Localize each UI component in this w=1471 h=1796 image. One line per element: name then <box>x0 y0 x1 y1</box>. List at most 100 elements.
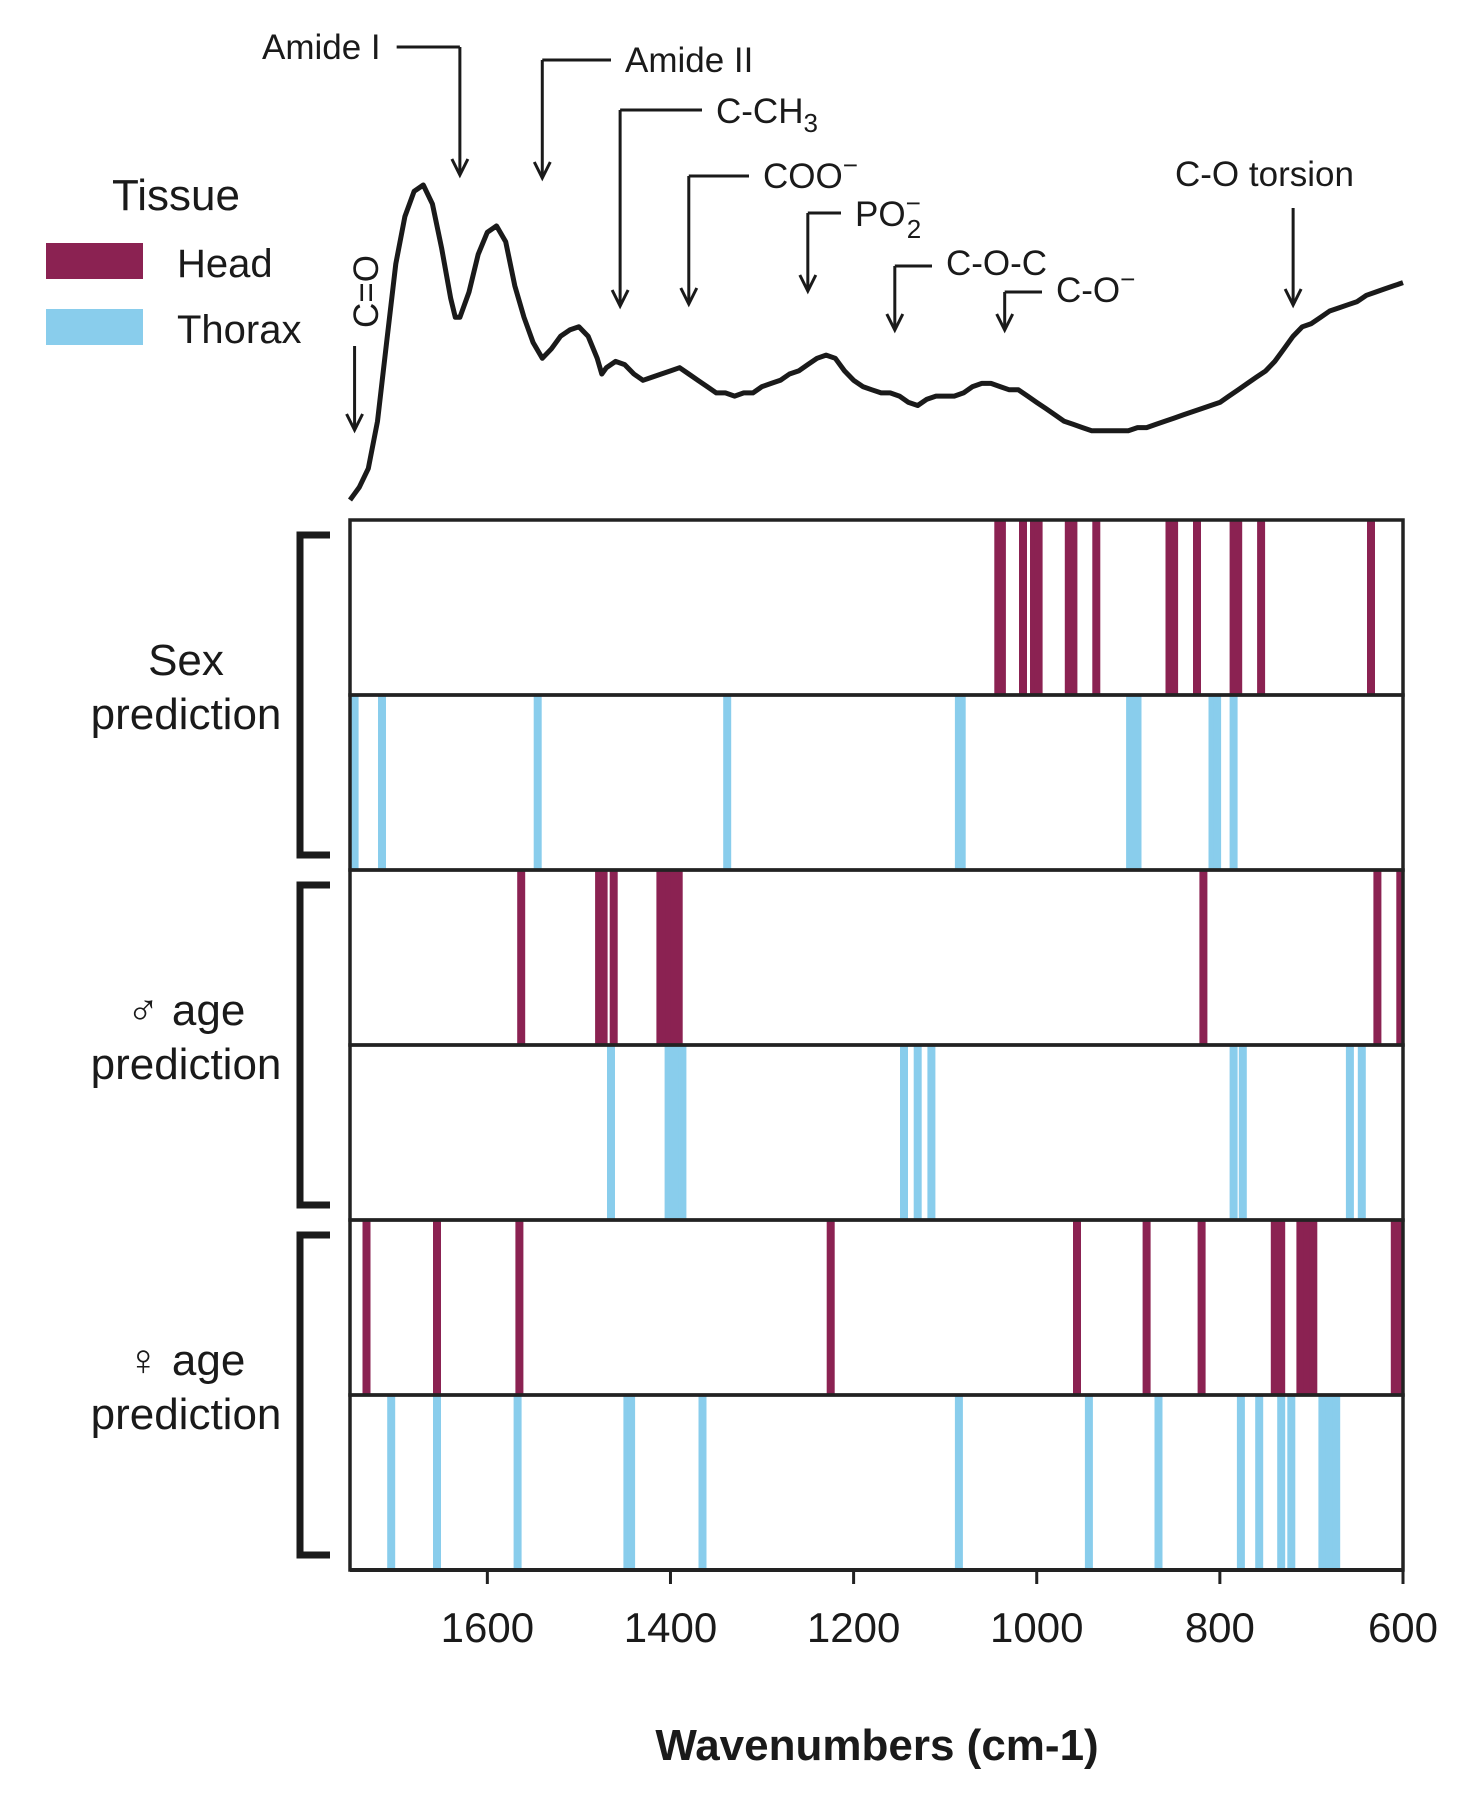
thorax-feature-bar <box>913 1045 922 1220</box>
head-feature-bar <box>1270 1220 1279 1395</box>
head-feature-bar <box>1396 1220 1405 1395</box>
annotation-arrowhead <box>885 313 905 334</box>
thorax-feature-bar <box>1154 1395 1163 1570</box>
thorax-feature-bar <box>698 1395 707 1570</box>
legend-swatch-thorax <box>46 309 143 345</box>
annotation-label: C=O <box>347 255 386 328</box>
panel-bracket <box>296 531 330 859</box>
thorax-feature-bar <box>1325 1395 1334 1570</box>
annotation-arrowhead <box>798 274 818 295</box>
panel-label: prediction <box>91 1040 282 1089</box>
thorax-feature-bar <box>669 1045 678 1220</box>
thorax-feature-bar <box>1213 695 1222 870</box>
thorax-row-frame <box>348 1393 1405 1572</box>
annotation-arrowhead <box>610 289 630 310</box>
head-feature-bar <box>1193 520 1201 695</box>
spectrum-line <box>347 182 1404 502</box>
thorax-feature-bar <box>954 1395 963 1570</box>
thorax-feature-bar <box>350 695 359 870</box>
head-feature-bar <box>433 1220 441 1395</box>
annotation-arrowhead <box>532 161 552 182</box>
head-feature-bar <box>1367 520 1375 695</box>
annotation-label: COO− <box>763 150 858 196</box>
head-feature-bar <box>1296 1220 1305 1395</box>
x-tick-label: 1200 <box>807 1604 900 1651</box>
thorax-feature-bar <box>678 1045 687 1220</box>
head-feature-bar <box>1197 1220 1206 1395</box>
thorax-feature-bar <box>1208 695 1217 870</box>
head-feature-bar <box>1030 520 1038 695</box>
head-feature-bar <box>517 870 526 1045</box>
panel-label: prediction <box>91 690 282 739</box>
head-feature-bar <box>1309 1220 1318 1395</box>
head-feature-bar <box>1199 870 1208 1045</box>
head-feature-bar <box>1277 1220 1286 1395</box>
panel-label: ♀ age <box>127 1336 246 1385</box>
head-feature-bar <box>1390 1220 1399 1395</box>
peak-annotations: C=O Amide I Amide II C-CH3 COO−PO− 2 C-O-CC-O−… <box>262 28 1354 434</box>
x-tick-label: 1400 <box>624 1604 717 1651</box>
annotation-arrowhead <box>1283 288 1303 309</box>
head-feature-bar <box>609 870 618 1045</box>
thorax-feature-bar <box>664 1045 673 1220</box>
head-feature-bar <box>1073 1220 1081 1395</box>
head-row-frame <box>348 1218 1405 1397</box>
x-axis: 1600 1400 1200 1000 800 600 <box>350 1568 1438 1651</box>
thorax-feature-bar <box>513 1395 522 1570</box>
thorax-feature-bar <box>1332 1395 1341 1570</box>
annotation-label: Amide I <box>262 28 381 67</box>
head-feature-bar <box>1396 870 1405 1045</box>
thorax-feature-bar <box>387 1395 396 1570</box>
x-tick-label: 600 <box>1368 1604 1438 1651</box>
x-tick-label: 800 <box>1185 1604 1255 1651</box>
panel-label: Sex <box>148 636 224 685</box>
head-feature-bar <box>1064 520 1073 695</box>
annotation-arrowhead <box>345 413 364 434</box>
thorax-feature-bar <box>378 695 386 870</box>
thorax-feature-bar <box>1357 1045 1366 1220</box>
legend-title: Tissue <box>112 171 240 220</box>
head-feature-bar <box>665 870 674 1045</box>
x-tick-label: 1600 <box>441 1604 534 1651</box>
head-row-frame <box>348 518 1405 697</box>
head-feature-bar <box>1234 520 1243 695</box>
panel-bracket <box>296 881 330 1209</box>
head-feature-bar <box>670 870 679 1045</box>
head-feature-bar <box>1373 870 1382 1045</box>
head-feature-bar <box>1229 520 1238 695</box>
thorax-feature-bar <box>1255 1395 1264 1570</box>
head-feature-bar <box>674 870 683 1045</box>
thorax-feature-bar <box>1133 695 1142 870</box>
thorax-feature-bar <box>927 1045 936 1220</box>
head-feature-bar <box>1165 520 1174 695</box>
head-feature-bar <box>1092 520 1101 695</box>
head-feature-bar <box>1303 1220 1312 1395</box>
legend-swatch-head <box>46 243 143 279</box>
feature-bars <box>350 520 1405 1570</box>
head-feature-bar <box>1019 520 1027 695</box>
thorax-feature-bar <box>607 1045 615 1220</box>
annotation-label: PO− 2 <box>855 188 921 244</box>
thorax-row-frame <box>348 693 1405 872</box>
thorax-feature-bar <box>1318 1395 1327 1570</box>
thorax-feature-bar <box>1229 695 1238 870</box>
annotation-label: Amide II <box>625 41 753 80</box>
thorax-feature-bar <box>1345 1045 1354 1220</box>
panel-label: prediction <box>91 1390 282 1439</box>
head-feature-bar <box>661 870 669 1045</box>
x-axis-label: Wavenumbers (cm-1) <box>655 1721 1098 1770</box>
legend-label-thorax: Thorax <box>177 308 302 352</box>
head-feature-bar <box>599 870 608 1045</box>
panel-bracket <box>296 1231 330 1559</box>
head-feature-bar <box>826 1220 835 1395</box>
thorax-feature-bar <box>957 695 966 870</box>
head-feature-bar <box>1257 520 1266 695</box>
panel-frames <box>348 518 1405 1572</box>
thorax-feature-bar <box>1287 1395 1296 1570</box>
annotation-arrowhead <box>679 287 699 308</box>
head-feature-bar <box>595 870 604 1045</box>
thorax-feature-bar <box>627 1395 636 1570</box>
thorax-feature-bar <box>1084 1395 1093 1570</box>
annotation-arrowhead <box>995 313 1015 334</box>
